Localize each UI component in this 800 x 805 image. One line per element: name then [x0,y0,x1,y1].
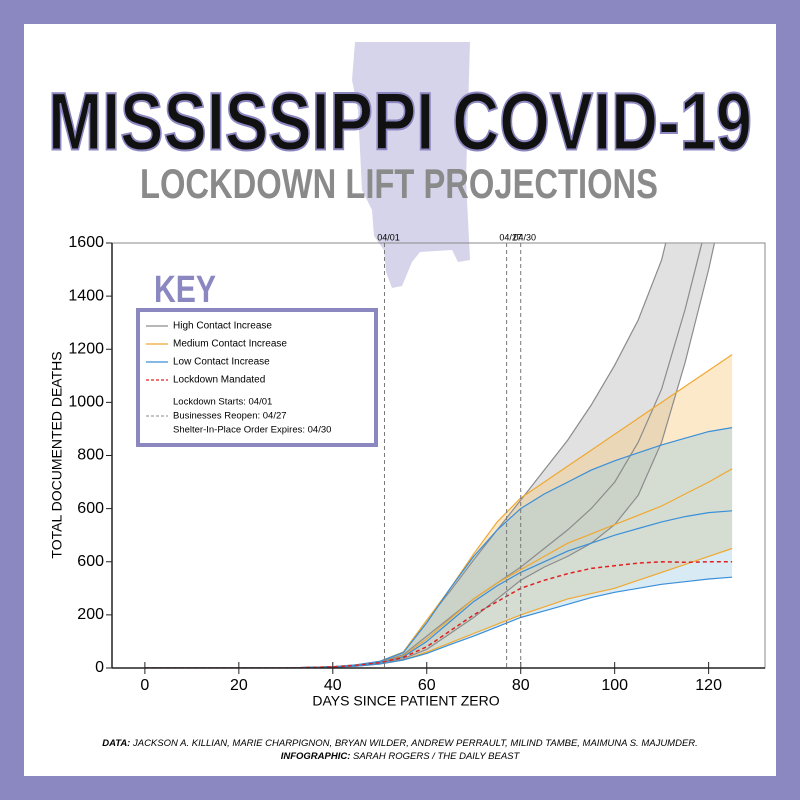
event-label: 04/30 [513,232,536,242]
y-tick-label: 800 [77,447,104,464]
y-tick-label: 1600 [68,234,104,251]
credit-label: INFOGRAPHIC: [281,751,351,762]
chart-title: MISSISSIPPI COVID-19 [48,77,752,168]
event-label: 04/27 [499,232,522,242]
event-label: 04/01 [377,232,400,242]
band [144,427,733,668]
y-tick-label: 1000 [68,394,104,411]
x-axis-title: DAYS SINCE PATIENT ZERO [312,693,499,709]
legend-note: Shelter-In-Place Order Expires: 04/30 [173,425,331,436]
state-silhouette [352,42,470,288]
y-tick-label: 600 [77,553,104,570]
x-tick-label: 0 [140,677,149,694]
y-tick-label: 1200 [68,340,104,357]
legend-label: High Contact Increase [173,321,272,332]
y-tick-label: 0 [95,659,104,676]
legend-title: KEY [154,269,216,311]
legend-note: Businesses Reopen: 04/27 [173,411,287,422]
credit-label: DATA: [102,738,130,749]
legend-box [136,308,378,447]
band [144,354,733,668]
credit-infographic: INFOGRAPHIC: SARAH ROGERS / THE DAILY BE… [281,751,521,762]
y-tick-label: 600 [77,500,104,517]
x-tick-label: 40 [324,677,342,694]
x-tick-label: 80 [512,677,530,694]
x-tick-label: 60 [418,677,436,694]
credit-text: SARAH ROGERS / THE DAILY BEAST [353,751,520,762]
x-tick-label: 120 [695,677,722,694]
x-tick-label: 100 [601,677,628,694]
band [144,243,715,668]
legend-label: Low Contact Increase [173,357,270,368]
chart-subtitle: LOCKDOWN LIFT PROJECTIONS [140,160,658,207]
legend-label: Medium Contact Increase [173,339,287,350]
y-tick-label: 200 [77,606,104,623]
y-axis-title: TOTAL DOCUMENTED DEATHS [49,351,65,558]
legend-label: Lockdown Mandated [173,375,265,386]
y-tick-label: 1400 [68,287,104,304]
legend-note: Lockdown Starts: 04/01 [173,397,272,408]
credit-data: DATA: JACKSON A. KILLIAN, MARIE CHARPIGN… [102,738,698,749]
x-tick-label: 20 [230,677,248,694]
credit-text: JACKSON A. KILLIAN, MARIE CHARPIGNON, BR… [132,738,698,749]
